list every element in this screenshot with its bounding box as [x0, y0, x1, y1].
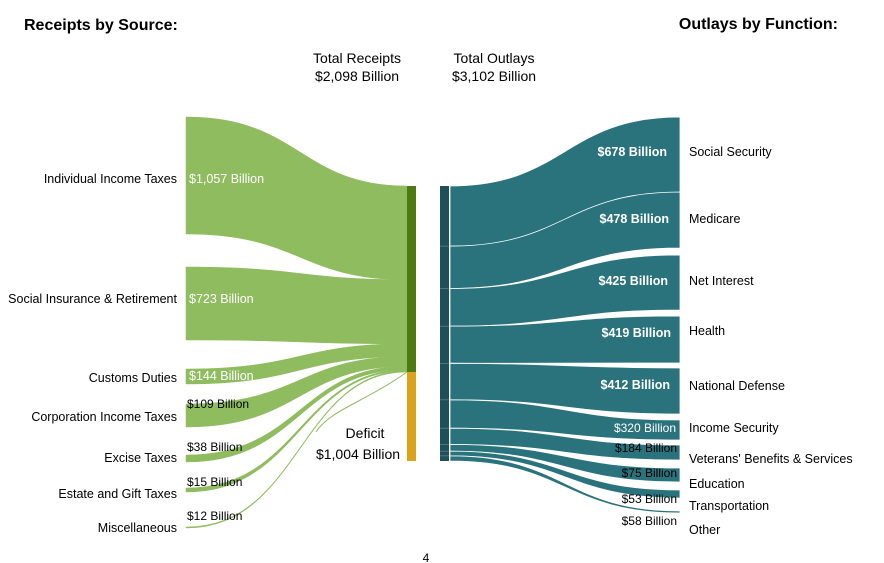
receipt-label-individual-income-taxes: Individual Income Taxes [44, 172, 177, 186]
outlay-value-health: $419 Billion [602, 326, 671, 340]
outlay-flow-income-security [449, 399, 681, 441]
outlay-label-veterans-benefits-services: Veterans' Benefits & Services [689, 452, 853, 466]
receipt-value-miscellaneous: $12 Billion [187, 509, 242, 523]
outlay-value-veterans-benefits-services: $184 Billion [615, 441, 677, 455]
deficit-value: $1,004 Billion [316, 446, 400, 462]
outlay-label-transportation: Transportation [689, 499, 769, 513]
deficit-label: Deficit [346, 425, 385, 441]
outlay-value-net-interest: $425 Billion [599, 274, 668, 288]
outlay-value-education: $75 Billion [622, 466, 677, 480]
receipt-label-miscellaneous: Miscellaneous [98, 521, 177, 535]
outlay-label-education: Education [689, 477, 745, 491]
outlay-value-other: $58 Billion [622, 514, 677, 528]
total-receipts-bar [407, 186, 416, 372]
outlay-value-social-security: $678 Billion [598, 145, 667, 159]
outlay-flow-national-defense [449, 362, 681, 415]
total-outlays-label: Total Outlays [454, 50, 535, 66]
outlay-label-income-security: Income Security [689, 421, 779, 435]
receipt-value-excise-taxes: $38 Billion [187, 440, 242, 454]
total-bars [407, 186, 449, 461]
outlay-value-national-defense: $412 Billion [601, 378, 670, 392]
outlay-label-social-security: Social Security [689, 145, 772, 159]
receipt-label-social-insurance-retirement: Social Insurance & Retirement [8, 292, 177, 306]
page-number: 4 [423, 551, 430, 563]
outlay-label-medicare: Medicare [689, 212, 740, 226]
receipt-value-customs-duties: $144 Billion [189, 369, 254, 383]
receipt-flows [185, 116, 408, 529]
outlay-flow-net-interest [449, 254, 681, 327]
deficit-bar [407, 371, 416, 461]
outlays-title: Outlays by Function: [679, 16, 838, 33]
total-receipts-label: Total Receipts [313, 50, 401, 66]
outlay-flow-medicare [449, 191, 681, 289]
outlay-flows [449, 116, 681, 514]
receipt-value-individual-income-taxes: $1,057 Billion [189, 172, 264, 186]
receipt-label-excise-taxes: Excise Taxes [104, 451, 177, 465]
outlay-flow-education [449, 444, 681, 483]
outlay-value-transportation: $53 Billion [622, 492, 677, 506]
receipt-label-customs-duties: Customs Duties [89, 371, 177, 385]
total-outlays-value: $3,102 Billion [452, 68, 536, 84]
outlay-flow-health [449, 315, 681, 364]
receipt-flow-individual-income-taxes [185, 116, 408, 280]
outlay-value-medicare: $478 Billion [600, 212, 669, 226]
outlay-label-net-interest: Net Interest [689, 274, 754, 288]
receipts-title: Receipts by Source: [24, 17, 178, 34]
receipt-value-corporation-income-taxes: $109 Billion [187, 397, 249, 411]
receipt-label-corporation-income-taxes: Corporation Income Taxes [31, 410, 177, 424]
outlay-label-national-defense: National Defense [689, 379, 785, 393]
outlay-label-other: Other [689, 523, 720, 537]
total-receipts-value: $2,098 Billion [315, 68, 399, 84]
receipt-label-estate-and-gift-taxes: Estate and Gift Taxes [58, 487, 177, 501]
outlay-flow-transportation [449, 450, 681, 499]
deficit-connector [315, 371, 408, 433]
outlay-label-health: Health [689, 324, 725, 338]
labels: Individual Income Taxes $1,057 Billion Soc… [8, 145, 852, 537]
total-outlays-bar [440, 186, 449, 461]
outlay-flow-other [449, 455, 681, 514]
receipt-value-estate-and-gift-taxes: $15 Billion [187, 475, 242, 489]
outlay-flow-veterans-benefits-services [449, 427, 681, 461]
receipt-value-social-insurance-retirement: $723 Billion [189, 292, 254, 306]
outlay-value-income-security: $320 Billion [614, 421, 676, 435]
